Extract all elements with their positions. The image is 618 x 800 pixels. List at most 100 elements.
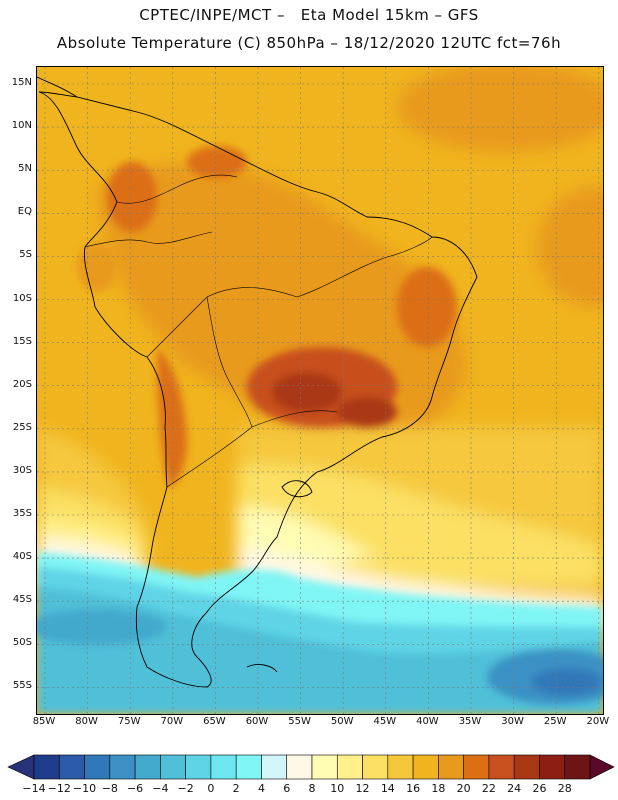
colorbar-swatch xyxy=(564,754,591,780)
field-warm-atlantic xyxy=(397,67,603,152)
coast-lagoa xyxy=(281,480,313,498)
colorbar-label: 28 xyxy=(557,782,572,795)
colorbar-label: 4 xyxy=(257,782,265,795)
lat-label: 5S xyxy=(19,249,32,261)
title-line2: Absolute Temperature (C) 850hPa – 18/12/… xyxy=(56,34,562,52)
field-hot-core xyxy=(272,372,342,412)
lon-label: 55W xyxy=(288,716,311,727)
colorbar-swatch xyxy=(160,754,186,780)
colorbar-label: 8 xyxy=(308,782,316,795)
colorbar-label: 26 xyxy=(532,782,547,795)
colorbar-swatch xyxy=(336,754,363,780)
lon-label: 85W xyxy=(32,716,56,727)
field-peru xyxy=(77,242,117,292)
field-colombia xyxy=(107,162,157,232)
lon-label: 50W xyxy=(330,716,354,727)
colorbar-label: 22 xyxy=(481,782,496,795)
colorbar-label: −2 xyxy=(177,782,194,795)
lat-label: 15S xyxy=(12,335,32,347)
colorbar-label: 18 xyxy=(431,782,446,795)
colorbar-swatch xyxy=(488,754,515,780)
colorbar-swatch xyxy=(311,754,338,780)
colorbar-label: 12 xyxy=(355,782,370,795)
colorbar-label: 6 xyxy=(283,782,291,795)
lon-label: 40W xyxy=(416,716,439,727)
lon-label: 80W xyxy=(75,716,98,727)
lat-label: 10S xyxy=(12,292,32,304)
lat-label: 50S xyxy=(12,637,32,649)
colorbar-swatch xyxy=(84,754,111,780)
coastlines xyxy=(37,76,478,688)
map-panel xyxy=(36,66,604,715)
colorbar-swatch xyxy=(362,754,389,780)
lon-label: 75W xyxy=(117,716,141,727)
lat-label: 5N xyxy=(18,163,32,175)
colorbar-swatch xyxy=(109,754,136,780)
colorbar-label: −10 xyxy=(72,782,97,795)
field-hot-core2 xyxy=(337,397,397,427)
border-north-brazil xyxy=(296,236,433,298)
colorbar-swatch xyxy=(513,754,540,780)
colorbar-swatch xyxy=(235,754,262,780)
colorbar-label: 16 xyxy=(406,782,421,795)
temperature-map xyxy=(37,67,603,714)
lat-label: 15N xyxy=(11,77,32,88)
colorbar-swatch xyxy=(185,754,212,780)
lon-label: 30W xyxy=(501,716,524,727)
country-borders xyxy=(84,174,433,488)
border-argentina-brazil xyxy=(166,410,338,488)
field-ne-brazil xyxy=(397,267,457,347)
field-venezuela xyxy=(187,146,247,178)
colorbar-swatch xyxy=(261,754,288,780)
lon-label: 25W xyxy=(543,716,567,727)
coast-south-america xyxy=(38,91,478,688)
lat-label: EQ xyxy=(17,206,32,218)
lat-label: 10N xyxy=(11,120,32,132)
colorbar-label: 0 xyxy=(207,782,215,795)
colorbar-swatch xyxy=(33,754,60,780)
colorbar-label: −12 xyxy=(47,782,71,795)
border-paraguay xyxy=(206,296,253,428)
colorbar-label: 10 xyxy=(330,782,345,795)
colorbar-label: −4 xyxy=(152,782,169,795)
colorbar-swatch xyxy=(463,754,490,780)
lon-label: 65W xyxy=(203,716,226,727)
lon-label: 70W xyxy=(160,716,184,727)
lat-label: 25S xyxy=(12,421,32,433)
colorbar-label: −14 xyxy=(22,782,46,795)
graticule xyxy=(37,67,603,714)
colorbar-swatch xyxy=(412,754,439,780)
colorbar-swatch xyxy=(438,754,464,780)
lat-label: 35S xyxy=(12,508,32,519)
coast-falklands xyxy=(246,664,278,673)
coast-central-america xyxy=(37,76,78,98)
field-pac-cold xyxy=(37,609,167,645)
colorbar-under-arrow xyxy=(7,754,35,780)
colorbar-swatch xyxy=(58,754,85,780)
lat-label: 55S xyxy=(12,680,32,692)
lat-label: 45S xyxy=(12,594,32,606)
border-colombia-venezuela xyxy=(116,174,238,204)
colorbar-over-arrow xyxy=(589,754,615,780)
colorbar-swatch xyxy=(387,754,414,780)
colorbar-label: 20 xyxy=(456,782,471,795)
lat-label: 30S xyxy=(12,464,32,476)
border-ecuador-peru xyxy=(84,231,213,248)
colorbar-swatch xyxy=(210,754,237,780)
colorbar-label: −8 xyxy=(101,782,118,795)
title-line1: CPTEC/INPE/MCT – Eta Model 15km – GFS xyxy=(139,6,479,24)
colorbar-label: 2 xyxy=(232,782,240,795)
field-coldest xyxy=(532,668,602,696)
lat-label: 40S xyxy=(12,551,32,563)
colorbar-swatch xyxy=(134,754,161,780)
lat-label: 20S xyxy=(12,378,32,390)
lon-label: 60W xyxy=(245,716,269,727)
colorbar-swatch xyxy=(286,754,313,780)
lon-label: 45W xyxy=(373,716,397,727)
lon-label: 20W xyxy=(586,716,610,727)
colorbar-label: 24 xyxy=(507,782,522,795)
lon-label: 35W xyxy=(458,716,482,727)
colorbar-swatch xyxy=(539,754,566,780)
field-warm-east xyxy=(537,187,603,307)
field-andes-warm xyxy=(157,347,187,487)
